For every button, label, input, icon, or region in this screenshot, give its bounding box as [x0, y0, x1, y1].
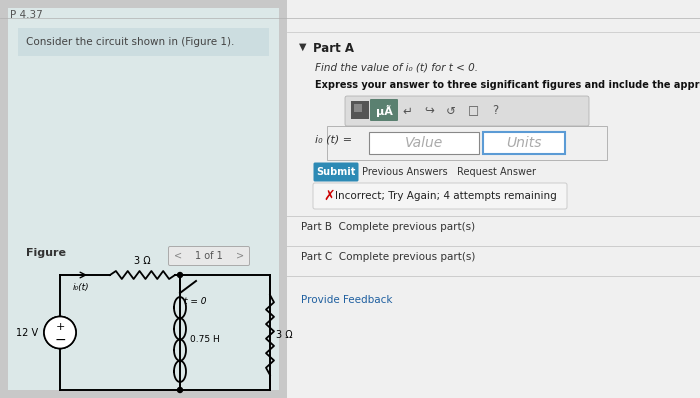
Text: Express your answer to three significant figures and include the appropriate uni: Express your answer to three significant…: [315, 80, 700, 90]
Bar: [8, 8, 279, 390]
Circle shape: [178, 388, 183, 392]
Text: Figure: Figure: [26, 248, 66, 258]
Text: ↺: ↺: [446, 105, 456, 117]
Text: Find the value of i₀ (t) for t < 0.: Find the value of i₀ (t) for t < 0.: [315, 62, 478, 72]
Text: ✗: ✗: [323, 189, 335, 203]
Bar: [287, 0, 700, 398]
Text: P 4.37: P 4.37: [10, 10, 43, 20]
Text: i₀ (t) =: i₀ (t) =: [315, 135, 352, 145]
Text: 12 V: 12 V: [16, 328, 38, 338]
Text: Previous Answers: Previous Answers: [362, 167, 447, 177]
Text: 1 of 1: 1 of 1: [195, 251, 223, 261]
Text: 0.75 H: 0.75 H: [190, 335, 220, 344]
Text: Part C  Complete previous part(s): Part C Complete previous part(s): [301, 252, 475, 262]
Circle shape: [44, 316, 76, 349]
Text: Value: Value: [405, 136, 443, 150]
Text: □: □: [468, 105, 479, 117]
Text: −: −: [54, 332, 66, 347]
Text: 3 Ω: 3 Ω: [276, 330, 293, 340]
Bar: [369, 132, 479, 154]
Text: Submit: Submit: [316, 167, 356, 177]
FancyBboxPatch shape: [169, 246, 249, 265]
Text: ?: ?: [492, 105, 498, 117]
Bar: [327, 126, 607, 160]
Text: Consider the circuit shown in (Figure 1).: Consider the circuit shown in (Figure 1)…: [26, 37, 235, 47]
Text: ↵: ↵: [402, 105, 412, 117]
FancyBboxPatch shape: [345, 96, 589, 126]
Text: Units: Units: [506, 136, 542, 150]
FancyBboxPatch shape: [313, 183, 567, 209]
Bar: [44, 316, 76, 349]
Text: t = 0: t = 0: [184, 297, 206, 306]
Text: Request Answer: Request Answer: [457, 167, 536, 177]
Bar: [18, 28, 269, 56]
Bar: [354, 104, 362, 112]
Text: >: >: [236, 251, 244, 261]
Text: Incorrect; Try Again; 4 attempts remaining: Incorrect; Try Again; 4 attempts remaini…: [335, 191, 556, 201]
Text: <: <: [174, 251, 182, 261]
Text: Provide Feedback: Provide Feedback: [301, 295, 393, 305]
Text: ▼: ▼: [299, 42, 307, 52]
Circle shape: [44, 316, 76, 349]
Text: +: +: [55, 322, 64, 332]
Text: i₀(t): i₀(t): [73, 283, 90, 292]
Text: μÃ: μÃ: [376, 105, 393, 117]
Text: 3 Ω: 3 Ω: [134, 256, 150, 266]
Circle shape: [178, 273, 183, 277]
Text: Part B  Complete previous part(s): Part B Complete previous part(s): [301, 222, 475, 232]
FancyBboxPatch shape: [370, 99, 398, 121]
FancyBboxPatch shape: [314, 162, 358, 181]
Bar: [351, 101, 369, 119]
Text: ↪: ↪: [424, 105, 434, 117]
Bar: [483, 132, 565, 154]
Text: Part A: Part A: [313, 42, 354, 55]
